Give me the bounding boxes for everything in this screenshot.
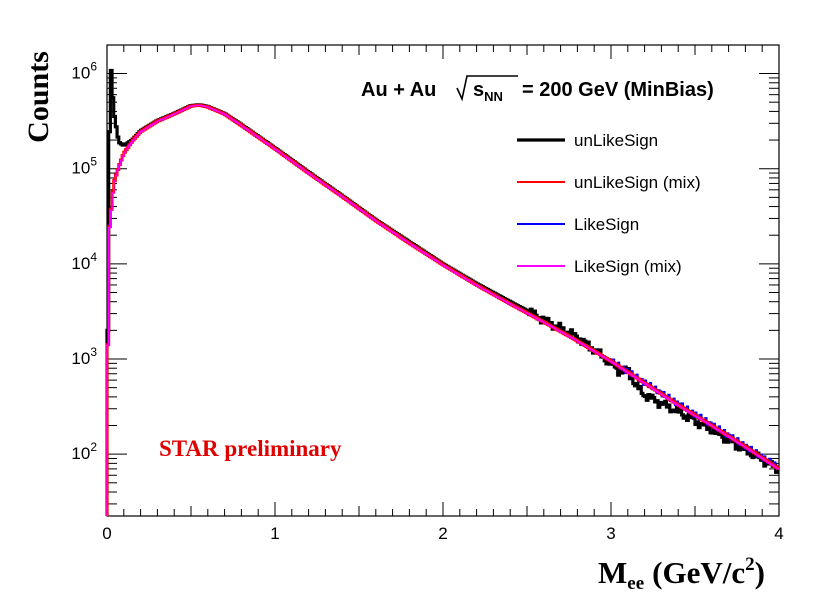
x-axis-label: Mee (GeV/c2) bbox=[598, 554, 765, 594]
x-tick-label: 4 bbox=[774, 524, 783, 543]
svg-text:Au + Au: Au + Au bbox=[361, 79, 436, 101]
series-line-likesign-mix bbox=[106, 104, 779, 516]
series-layer bbox=[105, 68, 779, 516]
svg-text:sNN: sNN bbox=[473, 79, 503, 104]
legend-label: unLikeSign bbox=[574, 131, 658, 150]
y-tick-label: 106 bbox=[71, 60, 97, 83]
chart-title: Au + Au sNN = 200 GeV (MinBias) bbox=[361, 75, 714, 104]
y-axis-label: Counts bbox=[22, 51, 55, 143]
svg-text:= 200 GeV (MinBias): = 200 GeV (MinBias) bbox=[522, 79, 714, 101]
legend-label: LikeSign (mix) bbox=[574, 257, 682, 276]
y-tick-label: 103 bbox=[71, 345, 97, 368]
sqrt-symbol bbox=[456, 75, 518, 102]
star-preliminary-label: STAR preliminary bbox=[159, 436, 342, 461]
legend-label: unLikeSign (mix) bbox=[574, 173, 701, 192]
legend: unLikeSign unLikeSign (mix) LikeSign LikeSi… bbox=[517, 131, 701, 276]
legend-label: LikeSign bbox=[574, 215, 639, 234]
x-tick-label: 2 bbox=[438, 524, 447, 543]
y-tick-label: 102 bbox=[71, 440, 97, 463]
y-tick-label: 105 bbox=[71, 155, 97, 178]
axis-ticks: 0 1 2 3 4 102 103 104 105 106 bbox=[71, 45, 784, 543]
x-tick-label: 3 bbox=[606, 524, 615, 543]
x-tick-label: 0 bbox=[102, 524, 111, 543]
x-tick-label: 1 bbox=[270, 524, 279, 543]
y-tick-label: 104 bbox=[71, 250, 97, 273]
